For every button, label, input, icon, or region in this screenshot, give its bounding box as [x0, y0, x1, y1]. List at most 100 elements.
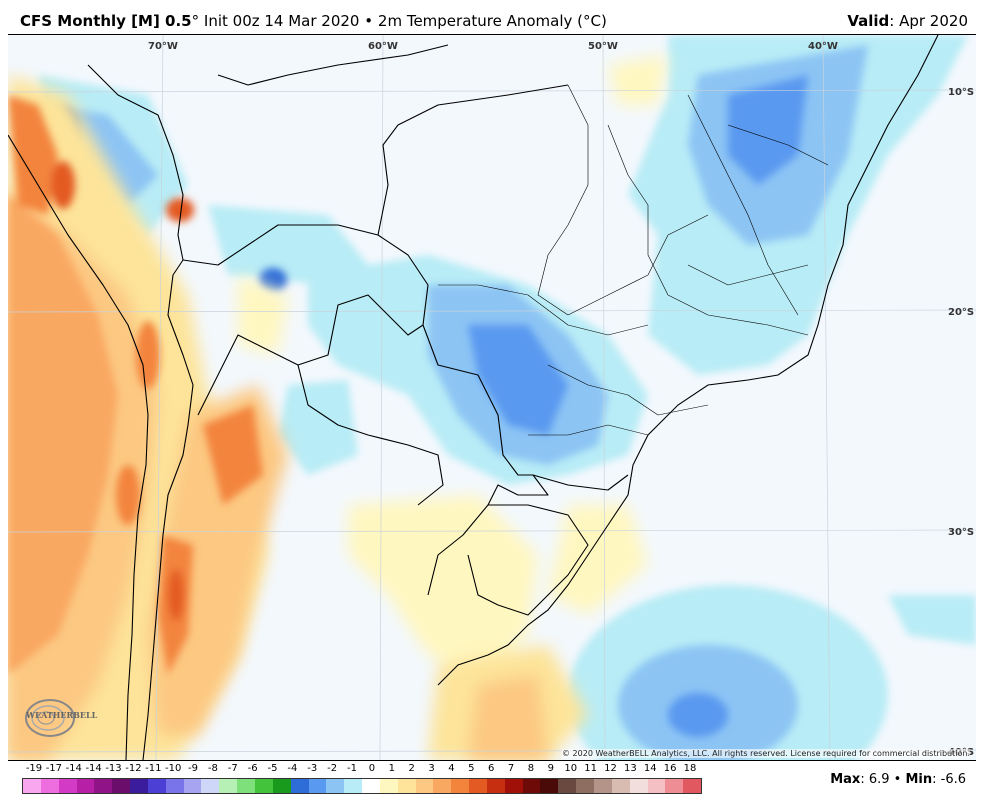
state-border-3	[438, 284, 649, 336]
legend-swatch	[58, 779, 77, 793]
legend-label: 2	[408, 763, 415, 774]
legend-label: 4	[448, 763, 455, 774]
strong-warm-areas	[8, 95, 263, 675]
bolivia-border	[182, 224, 429, 416]
max-min-summary: Max: 6.9 • Min: -6.6	[830, 772, 966, 787]
legend-swatch	[362, 779, 380, 793]
legend-swatch	[558, 779, 577, 793]
legend-swatch	[486, 779, 505, 793]
state-borders	[438, 84, 829, 436]
legend-label: -17	[45, 763, 63, 774]
legend-swatch	[130, 779, 148, 793]
legend-swatch	[576, 779, 594, 793]
legend-swatch	[40, 779, 59, 793]
andes-border	[87, 64, 194, 760]
legend-swatch	[183, 779, 202, 793]
legend-label: 6	[488, 763, 495, 774]
state-border-2	[607, 124, 809, 336]
legend-label: -14	[85, 763, 102, 774]
legend-swatch	[23, 779, 41, 793]
legend-swatch	[594, 779, 612, 793]
legend-swatch	[219, 779, 238, 793]
paraguay-border	[422, 324, 549, 596]
anomaly-map: 70°W 60°W 50°W 40°W 10°S 20°S 30°S 40°S …	[8, 34, 976, 761]
legend-swatch	[76, 779, 95, 793]
legend-label: 12	[604, 763, 617, 774]
legend-label: 8	[527, 763, 535, 774]
legend-label: -13	[105, 763, 122, 774]
brazil-south-border	[532, 474, 629, 491]
model-name: CFS Monthly [M] 0.5	[20, 12, 192, 30]
logo-swirl-icon	[25, 699, 75, 737]
atlantic-coastline	[437, 35, 939, 686]
legend-label: -10	[164, 763, 182, 774]
state-border-6	[687, 94, 799, 316]
legend-swatch	[683, 779, 702, 793]
lon-label-40w: 40°W	[808, 41, 838, 52]
legend-swatch	[201, 779, 220, 793]
state-border-8	[687, 264, 809, 286]
state-border-4	[547, 364, 709, 416]
valid-value: Apr 2020	[899, 12, 968, 30]
uruguay-border	[467, 504, 589, 616]
legend-swatch	[665, 779, 684, 793]
country-borders	[8, 44, 629, 760]
lon-label-60w: 60°W	[368, 41, 398, 52]
legend-label: -8	[207, 763, 218, 774]
legend-label: -11	[145, 763, 162, 774]
legend-swatch	[290, 779, 309, 793]
legend-swatch	[308, 779, 327, 793]
legend-swatch	[344, 779, 363, 793]
legend-swatch	[451, 779, 470, 793]
legend-swatch	[540, 779, 559, 793]
map-title: CFS Monthly [M] 0.5° Init 00z 14 Mar 202…	[20, 12, 607, 30]
northern-border	[217, 44, 449, 86]
legend-swatch	[254, 779, 273, 793]
legend-swatch	[629, 779, 648, 793]
color-legend: -19 -17 -14 -14 -13 -12 -11 -10 -9 -8 -7 -6 -5 -4 -3 -2…	[22, 763, 702, 797]
legend-swatch	[147, 779, 166, 793]
min-label: Min	[905, 772, 933, 787]
legend-label: 5	[468, 763, 475, 774]
weatherbell-logo: WEATHERBELL	[22, 694, 97, 740]
state-border-1	[537, 84, 709, 316]
legend-swatch	[165, 779, 184, 793]
legend-label: 1	[388, 763, 395, 774]
legend-swatch	[433, 779, 452, 793]
legend-swatch	[611, 779, 630, 793]
lat-label-10s: 10°S	[948, 87, 974, 98]
valid-date: Valid: Apr 2020	[847, 12, 968, 30]
legend-swatch	[112, 779, 131, 793]
legend-color-bar	[22, 778, 702, 794]
variable-name: 2m Temperature Anomaly (°C)	[377, 12, 607, 30]
legend-label: 16	[663, 763, 677, 774]
brazil-inner-border	[377, 84, 569, 236]
state-border-7	[727, 124, 829, 166]
min-value: -6.6	[940, 772, 966, 787]
legend-label: 3	[428, 763, 435, 774]
argentina-paraguay-border	[297, 364, 444, 506]
state-border-5	[528, 424, 649, 436]
legend-label: 11	[584, 763, 597, 774]
init-time: Init 00z 14 Mar 2020	[203, 12, 360, 30]
legend-label: 18	[683, 763, 697, 774]
legend-swatch	[504, 779, 523, 793]
legend-label: 7	[507, 763, 515, 774]
title-bullet: •	[364, 12, 374, 30]
legend-label: 10	[564, 763, 578, 774]
graticule	[8, 35, 976, 760]
max-label: Max	[830, 772, 861, 787]
map-canvas: 70°W 60°W 50°W 40°W 10°S 20°S 30°S 40°S	[8, 35, 976, 760]
legend-swatch	[379, 779, 398, 793]
legend-label: -1	[347, 763, 358, 774]
legend-label: 0	[368, 763, 376, 774]
legend-labels: -19 -17 -14 -14 -13 -12 -11 -10 -9 -8 -7 -6 -5 -4 -3 -2…	[22, 763, 702, 777]
legend-swatch	[94, 779, 113, 793]
legend-label: 13	[623, 763, 637, 774]
legend-swatch	[469, 779, 487, 793]
legend-label: -2	[327, 763, 338, 774]
legend-swatch	[397, 779, 416, 793]
logo-text: WEATHERBELL	[26, 710, 98, 720]
legend-swatch	[272, 779, 291, 793]
legend-label: -6	[247, 763, 258, 774]
